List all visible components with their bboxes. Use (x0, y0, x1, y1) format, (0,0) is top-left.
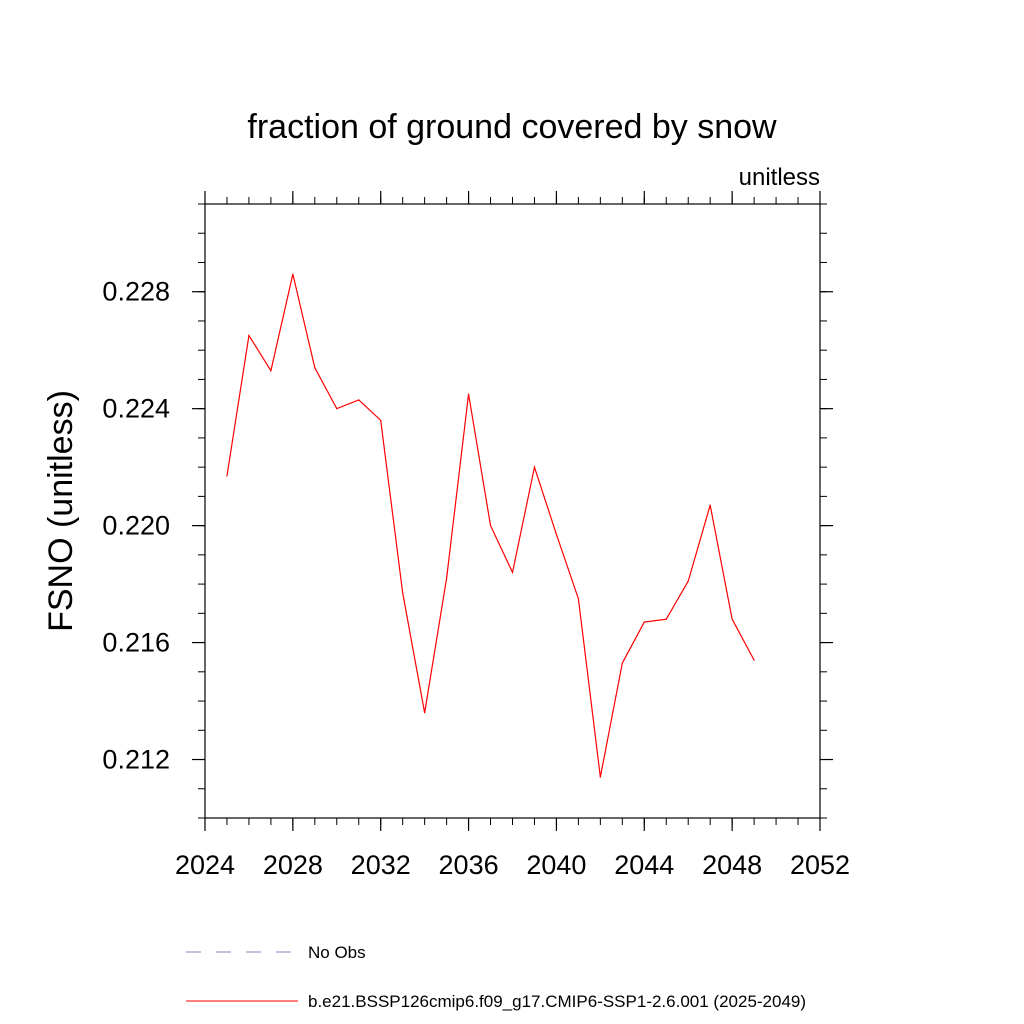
y-tick-label: 0.220 (102, 511, 170, 541)
x-tick-label: 2048 (702, 850, 762, 880)
data-point (467, 393, 470, 395)
data-point (489, 525, 492, 527)
data-point (402, 592, 404, 594)
axis-ticks: 2024 2028 2032 2036 2040 2044 2048 2052 0.212 0.2… (102, 191, 850, 880)
data-point (424, 712, 426, 714)
data-point (665, 618, 667, 620)
legend-label-no-obs: No Obs (308, 943, 366, 962)
data-point (577, 598, 579, 600)
data-point (687, 580, 689, 582)
y-axis-label: FSNO (unitless) (42, 390, 80, 632)
y-tick-label: 0.224 (102, 394, 170, 424)
x-tick-label: 2032 (351, 850, 411, 880)
y-tick-label: 0.212 (102, 745, 170, 775)
data-point (621, 662, 623, 664)
y-tick-label: 0.228 (102, 277, 170, 307)
data-point (380, 419, 382, 421)
x-tick-label: 2028 (263, 850, 323, 880)
data-point (753, 659, 755, 661)
data-point (599, 776, 601, 778)
x-tick-label: 2024 (175, 850, 235, 880)
legend: No Obs b.e21.BSSP126cmip6.f09_g17.CMIP6-… (186, 943, 806, 1011)
data-point (533, 466, 536, 468)
data-series (226, 273, 755, 778)
x-tick-label: 2052 (790, 850, 850, 880)
data-point (511, 571, 514, 574)
data-point (314, 367, 316, 369)
x-tick-label: 2036 (439, 850, 499, 880)
data-point (446, 577, 448, 579)
chart-title: fraction of ground covered by snow (247, 108, 777, 146)
data-point (731, 618, 733, 620)
legend-label-ssp126: b.e21.BSSP126cmip6.f09_g17.CMIP6-SSP1-2.… (308, 992, 806, 1011)
data-point (358, 399, 360, 401)
data-point (555, 533, 558, 535)
x-tick-label: 2040 (526, 850, 586, 880)
data-point (336, 408, 338, 410)
data-point (248, 334, 250, 337)
data-point (292, 273, 294, 275)
data-point (226, 475, 228, 477)
data-point (709, 504, 711, 506)
data-point (270, 370, 272, 372)
data-point (643, 621, 645, 623)
y-tick-label: 0.216 (102, 628, 170, 658)
plot-frame (204, 203, 821, 819)
units-label: unitless (739, 164, 820, 191)
x-tick-label: 2044 (614, 850, 674, 880)
